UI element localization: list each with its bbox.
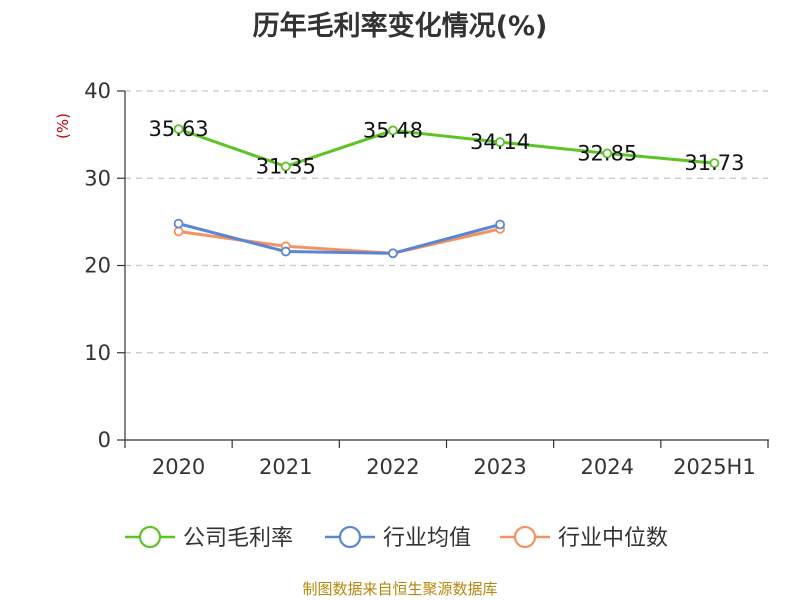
data-point xyxy=(280,161,291,172)
y-tick-label: 30 xyxy=(84,166,111,190)
series-line xyxy=(178,222,501,255)
x-tick-label: 2024 xyxy=(581,455,634,479)
y-tick-label: 0 xyxy=(98,428,111,452)
y-unit-label: (%) xyxy=(54,113,72,139)
data-point xyxy=(388,125,398,136)
series-line xyxy=(178,227,501,255)
data-label: 31.35 xyxy=(256,154,316,178)
data-label: 31.73 xyxy=(684,151,744,175)
data-point xyxy=(495,137,505,148)
y-tick-label: 40 xyxy=(84,79,111,103)
data-point xyxy=(495,219,505,230)
legend-marker-icon xyxy=(138,525,162,549)
legend: 公司毛利率 行业均值 行业中位数 xyxy=(125,525,668,551)
data-point xyxy=(602,148,613,159)
data-label: 32.85 xyxy=(577,141,637,165)
legend-label: 行业中位数 xyxy=(558,526,668,551)
y-tick-label: 20 xyxy=(84,254,111,278)
series-layer xyxy=(173,124,720,259)
data-point xyxy=(280,246,291,257)
data-point xyxy=(388,248,398,259)
grid-lines xyxy=(125,90,768,354)
legend-marker-icon xyxy=(513,525,537,549)
data-point xyxy=(173,218,184,229)
axes: 0 10 20 30 40 2020 2021 2022 2023 2024 2025H1 (%) xyxy=(54,79,769,479)
x-tick-label: 2022 xyxy=(366,455,419,479)
x-tick-label: 2021 xyxy=(259,455,312,479)
data-label: 34.14 xyxy=(470,130,530,154)
data-point xyxy=(709,158,720,169)
legend-label: 行业均值 xyxy=(383,526,471,551)
data-point xyxy=(173,226,184,237)
legend-marker-icon xyxy=(338,525,362,549)
x-tick-label: 2023 xyxy=(473,455,526,479)
series-line xyxy=(178,127,715,168)
x-tick-label: 2025H1 xyxy=(673,455,756,479)
data-point xyxy=(173,124,184,135)
data-label: 35.48 xyxy=(363,118,423,142)
legend-label: 公司毛利率 xyxy=(183,526,293,551)
y-tick-label: 10 xyxy=(84,341,111,365)
chart-title: 历年毛利率变化情况(%) xyxy=(252,11,548,42)
x-tick-label: 2020 xyxy=(152,455,205,479)
data-source-footer: 制图数据来自恒生聚源数据库 xyxy=(302,580,498,598)
data-label: 35.63 xyxy=(149,117,209,141)
data-labels: 35.63 31.35 35.48 34.14 32.85 31.73 xyxy=(149,117,745,178)
